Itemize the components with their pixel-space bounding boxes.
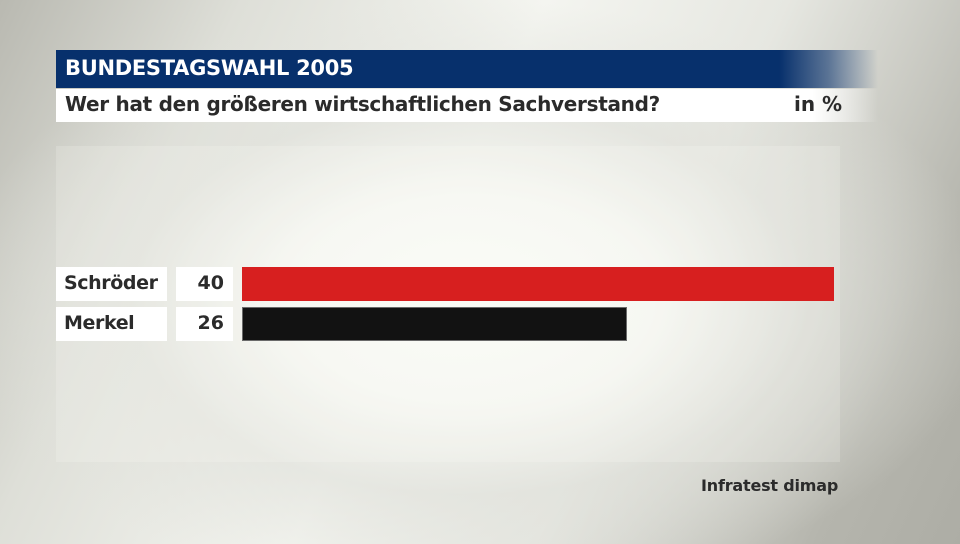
category-label-cell: Merkel — [56, 307, 167, 341]
value-label-cell: 40 — [176, 267, 233, 301]
subtitle-bar: Wer hat den größeren wirtschaftlichen Sa… — [56, 89, 878, 122]
chart-title: BUNDESTAGSWAHL 2005 — [65, 56, 354, 80]
category-label: Merkel — [64, 312, 135, 334]
chart-question: Wer hat den größeren wirtschaftlichen Sa… — [65, 92, 660, 116]
category-label: Schröder — [64, 272, 158, 294]
bar-schroeder — [242, 267, 834, 301]
value-label: 40 — [197, 272, 224, 294]
value-label-cell: 26 — [176, 307, 233, 341]
value-label: 26 — [197, 312, 224, 334]
unit-label: in % — [794, 92, 843, 116]
title-bar: BUNDESTAGSWAHL 2005 — [56, 50, 878, 88]
source-credit: Infratest dimap — [701, 476, 839, 495]
category-label-cell: Schröder — [56, 267, 167, 301]
chart-panel — [56, 146, 840, 462]
bar-merkel — [242, 307, 627, 341]
